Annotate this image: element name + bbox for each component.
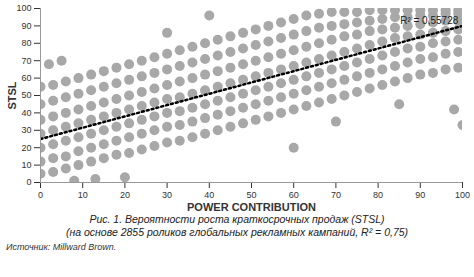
svg-text:0: 0: [26, 177, 31, 187]
svg-text:50: 50: [21, 90, 31, 100]
svg-text:0: 0: [38, 190, 43, 200]
svg-text:20: 20: [21, 143, 31, 153]
svg-text:R² = 0,55728: R² = 0,55728: [400, 15, 459, 26]
svg-text:80: 80: [21, 38, 31, 48]
svg-text:60: 60: [21, 73, 31, 83]
svg-text:100: 100: [455, 190, 470, 200]
svg-text:90: 90: [415, 190, 425, 200]
svg-text:40: 40: [21, 108, 31, 118]
svg-text:60: 60: [289, 190, 299, 200]
svg-text:10: 10: [21, 160, 31, 170]
svg-text:30: 30: [21, 125, 31, 135]
html-text:Источник: Millward Brown.: Источник: Millward Brown.: [6, 242, 117, 252]
svg-text:STSL: STSL: [6, 81, 18, 109]
svg-text:80: 80: [373, 190, 383, 200]
html-text:Рис. 1. Вероятности роста крат: Рис. 1. Вероятности роста краткосрочных …: [89, 213, 385, 225]
svg-text:70: 70: [331, 190, 341, 200]
svg-text:20: 20: [120, 190, 130, 200]
svg-text:30: 30: [162, 190, 172, 200]
svg-text:70: 70: [21, 56, 31, 66]
svg-text:40: 40: [204, 190, 214, 200]
svg-text:100: 100: [16, 3, 31, 13]
svg-text:90: 90: [21, 21, 31, 31]
html-text:(на основе 2855 роликов глобал: (на основе 2855 роликов глобальных рекла…: [65, 226, 409, 238]
svg-text:POWER CONTRIBUTION: POWER CONTRIBUTION: [187, 201, 316, 213]
svg-text:10: 10: [78, 190, 88, 200]
svg-text:50: 50: [246, 190, 256, 200]
